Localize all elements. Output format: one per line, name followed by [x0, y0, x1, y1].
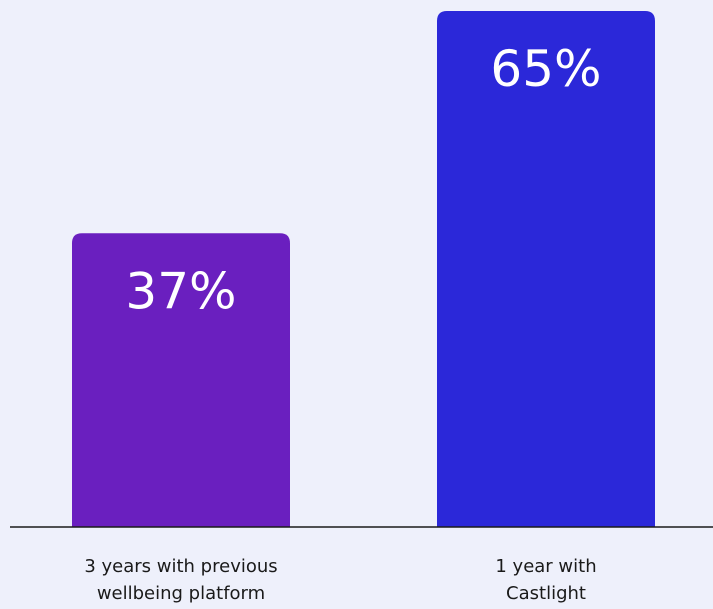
- bar-1: [72, 233, 290, 527]
- bars-group: [72, 11, 655, 527]
- value-labels-group: 37% 65%: [125, 40, 601, 320]
- category-label-1: 3 years with previous wellbeing platform: [84, 556, 277, 604]
- category-labels-group: 3 years with previous wellbeing platform 1…: [84, 556, 596, 604]
- category-label-1-line-2: wellbeing platform: [97, 583, 265, 604]
- bar-2: [437, 11, 655, 527]
- bar-value-label-2: 65%: [490, 40, 601, 98]
- bar-value-label-1: 37%: [125, 262, 236, 320]
- category-label-2-line-2: Castlight: [506, 583, 586, 604]
- category-label-2: 1 year with Castlight: [495, 556, 596, 604]
- category-label-2-line-1: 1 year with: [495, 556, 596, 577]
- category-label-1-line-1: 3 years with previous: [84, 556, 277, 577]
